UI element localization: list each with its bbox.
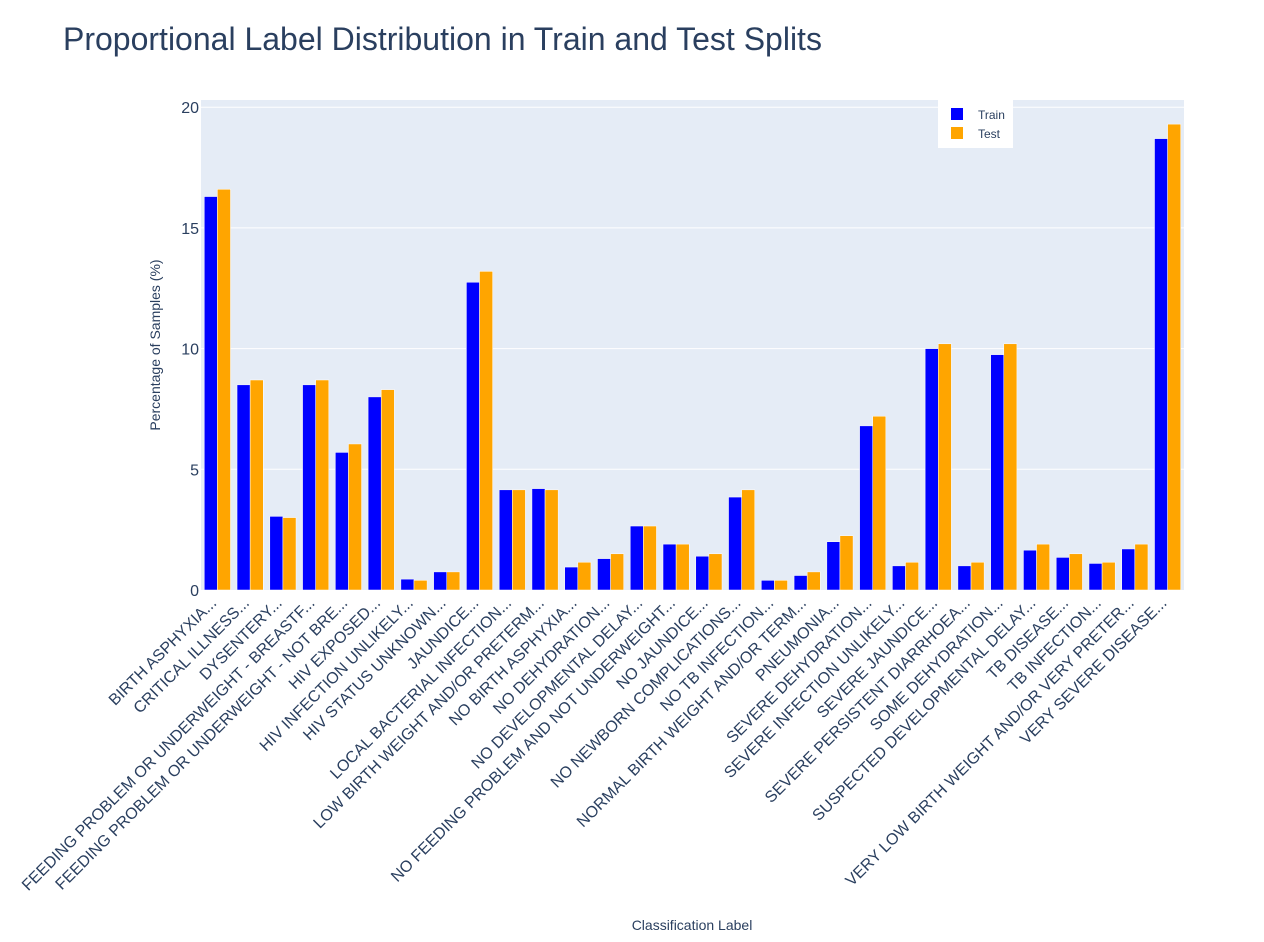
bar-test-13[interactable] xyxy=(643,525,657,591)
bar-train-8[interactable] xyxy=(466,281,480,591)
bar-train-1[interactable] xyxy=(236,384,251,591)
bar-test-10[interactable] xyxy=(544,489,559,591)
bar-test-24[interactable] xyxy=(1003,343,1018,591)
bar-train-10[interactable] xyxy=(531,488,546,591)
bar-test-26[interactable] xyxy=(1069,553,1083,591)
bar-train-16[interactable] xyxy=(728,496,742,591)
bar-train-18[interactable] xyxy=(793,575,808,591)
bar-test-11[interactable] xyxy=(577,561,592,591)
bar-test-19[interactable] xyxy=(839,535,854,591)
bar-train-4[interactable] xyxy=(335,452,349,591)
bar-test-9[interactable] xyxy=(512,489,526,591)
x-axis-label: Classification Label xyxy=(632,917,753,933)
bar-test-25[interactable] xyxy=(1036,543,1050,591)
y-tick-label: 5 xyxy=(190,462,199,479)
bar-test-1[interactable] xyxy=(249,379,264,591)
bar-test-12[interactable] xyxy=(610,553,624,591)
bar-test-0[interactable] xyxy=(217,189,231,591)
bar-train-15[interactable] xyxy=(695,555,710,591)
bar-train-20[interactable] xyxy=(859,425,873,591)
bar-train-29[interactable] xyxy=(1154,138,1168,591)
bar-test-16[interactable] xyxy=(741,489,756,591)
y-tick-label: 20 xyxy=(181,100,199,117)
bar-train-12[interactable] xyxy=(597,558,611,591)
bar-test-4[interactable] xyxy=(348,443,362,591)
legend-box xyxy=(938,100,1013,148)
bar-train-23[interactable] xyxy=(957,565,972,591)
bar-test-3[interactable] xyxy=(315,379,330,591)
y-axis-ticks: 0 5 10 15 20 xyxy=(181,100,199,600)
y-axis-label: Percentage of Samples (%) xyxy=(147,259,163,430)
bar-train-11[interactable] xyxy=(564,566,579,591)
x-axis-ticks: BIRTH ASPHYXIA...CRITICAL ILLNESS...DYSE… xyxy=(19,595,1170,895)
plot-area xyxy=(201,100,1184,590)
bar-test-2[interactable] xyxy=(282,517,297,591)
bar-train-26[interactable] xyxy=(1055,557,1070,591)
bar-train-19[interactable] xyxy=(826,541,841,591)
bar-test-20[interactable] xyxy=(872,415,887,591)
gridlines xyxy=(201,106,1184,470)
legend-train-swatch xyxy=(951,108,963,120)
bar-train-24[interactable] xyxy=(990,354,1005,591)
bar-train-0[interactable] xyxy=(204,196,218,591)
bar-test-5[interactable] xyxy=(380,389,395,591)
bar-test-23[interactable] xyxy=(970,561,985,591)
bar-test-6[interactable] xyxy=(413,580,428,591)
legend: Train Test xyxy=(938,100,1013,148)
bar-test-18[interactable] xyxy=(806,571,821,591)
y-tick-label: 15 xyxy=(181,221,199,238)
bar-test-17[interactable] xyxy=(774,580,788,591)
bar-train-6[interactable] xyxy=(400,578,415,591)
bar-train-27[interactable] xyxy=(1088,563,1103,591)
bar-train-13[interactable] xyxy=(629,525,644,591)
bar-train-21[interactable] xyxy=(892,565,906,591)
y-tick-label: 0 xyxy=(190,583,199,600)
bar-train-3[interactable] xyxy=(302,384,316,591)
chart-title: Proportional Label Distribution in Train… xyxy=(63,21,822,57)
bar-test-7[interactable] xyxy=(446,571,461,591)
bar-test-14[interactable] xyxy=(675,543,690,591)
bar-train-9[interactable] xyxy=(498,489,513,591)
bar-test-8[interactable] xyxy=(479,271,493,591)
bars-group xyxy=(204,123,1181,591)
bar-train-7[interactable] xyxy=(433,571,448,591)
bar-train-22[interactable] xyxy=(924,348,939,591)
bar-train-28[interactable] xyxy=(1121,548,1136,591)
bar-test-27[interactable] xyxy=(1101,561,1116,591)
bar-test-21[interactable] xyxy=(905,561,919,591)
bar-train-25[interactable] xyxy=(1023,549,1037,591)
bar-test-28[interactable] xyxy=(1134,543,1149,591)
bar-train-14[interactable] xyxy=(662,543,677,591)
bar-train-5[interactable] xyxy=(367,396,382,591)
bar-test-22[interactable] xyxy=(938,343,952,591)
bar-test-29[interactable] xyxy=(1167,123,1181,591)
legend-train-label[interactable]: Train xyxy=(978,108,1005,122)
legend-test-label[interactable]: Test xyxy=(978,127,1001,141)
legend-test-swatch xyxy=(951,127,963,139)
bar-train-17[interactable] xyxy=(761,580,775,591)
bar-train-2[interactable] xyxy=(269,516,284,591)
y-tick-label: 10 xyxy=(181,342,199,359)
bar-test-15[interactable] xyxy=(708,553,723,591)
